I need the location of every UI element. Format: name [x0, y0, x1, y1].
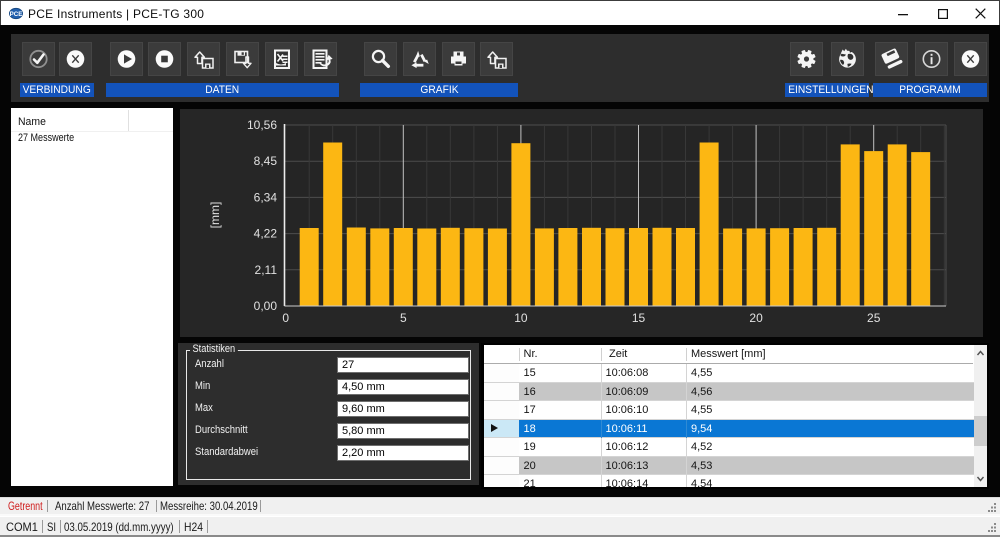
svg-text:0: 0 — [282, 311, 289, 325]
svg-text:8,45: 8,45 — [254, 154, 278, 168]
svg-text:0,00: 0,00 — [254, 299, 278, 313]
svg-text:[mm]: [mm] — [208, 202, 222, 229]
svg-text:25: 25 — [867, 311, 881, 325]
svg-text:10,56: 10,56 — [247, 118, 277, 132]
svg-text:10: 10 — [514, 311, 528, 325]
svg-text:4,22: 4,22 — [254, 227, 278, 241]
svg-text:PCE: PCE — [10, 11, 23, 18]
svg-text:5: 5 — [400, 311, 407, 325]
svg-text:15: 15 — [632, 311, 646, 325]
svg-text:2,11: 2,11 — [255, 263, 278, 277]
svg-text:6,34: 6,34 — [254, 190, 278, 204]
svg-text:20: 20 — [749, 311, 763, 325]
